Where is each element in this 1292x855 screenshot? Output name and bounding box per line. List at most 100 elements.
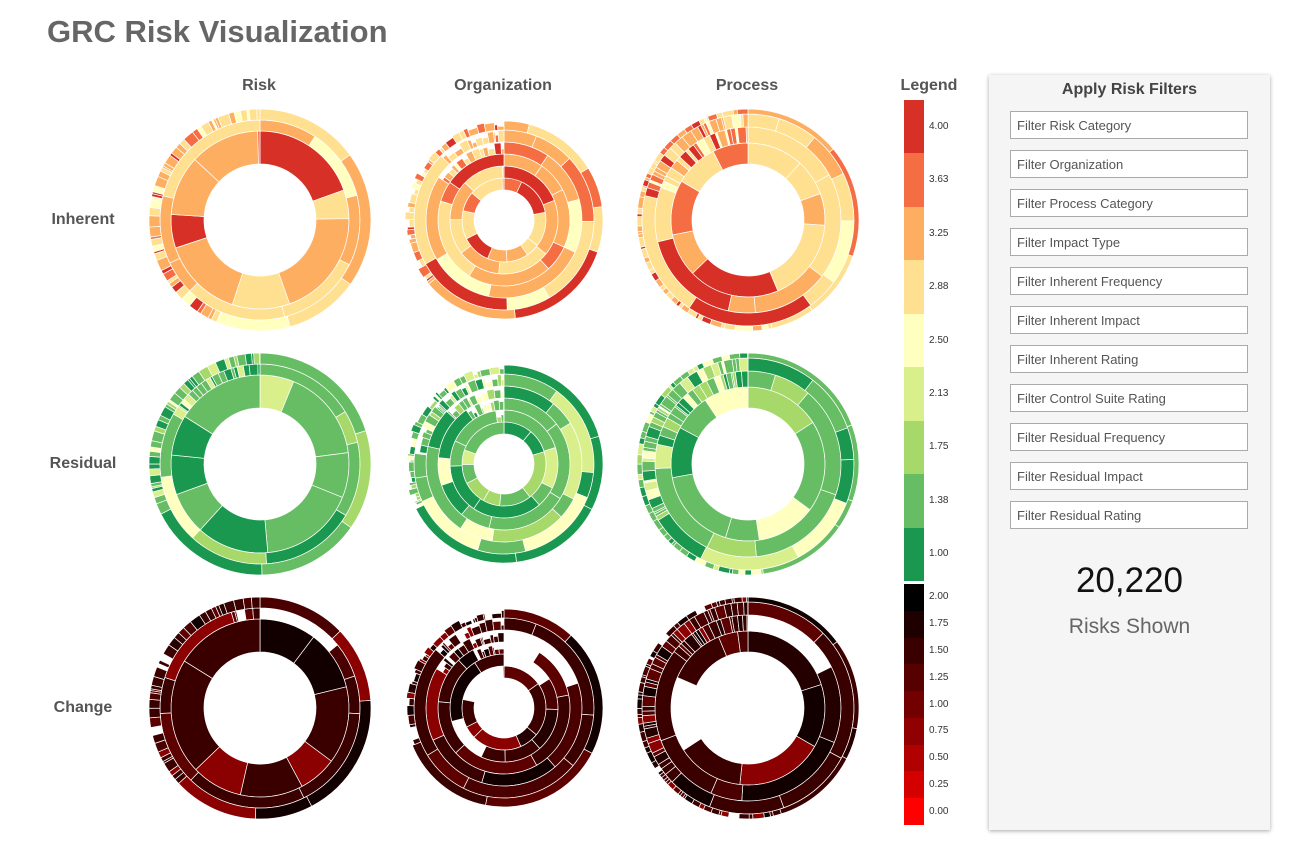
sunburst-segment[interactable] <box>736 126 747 144</box>
sunburst-segment[interactable] <box>149 716 162 728</box>
sunburst-segment[interactable] <box>738 569 746 576</box>
sunburst-segment[interactable] <box>637 716 644 725</box>
sunburst-segment[interactable] <box>734 324 743 332</box>
sunburst-segment[interactable] <box>746 596 749 603</box>
sunburst-segment[interactable] <box>492 620 502 632</box>
sunburst-segment[interactable] <box>256 108 261 121</box>
sunburst-segment[interactable] <box>728 352 741 360</box>
sunburst-segment[interactable] <box>242 596 253 610</box>
sunburst-segment[interactable] <box>148 215 161 228</box>
sunburst-segment[interactable] <box>637 473 644 481</box>
sunburst-segment[interactable] <box>148 698 161 709</box>
sunburst-segment[interactable] <box>408 697 415 707</box>
sunburst-segment[interactable] <box>501 610 505 619</box>
sunburst-segment[interactable] <box>502 665 505 679</box>
sunburst-segment[interactable] <box>641 460 656 472</box>
sunburst-segment[interactable] <box>483 611 493 621</box>
sunburst-segment[interactable] <box>485 381 494 389</box>
sunburst-segment[interactable] <box>742 614 748 632</box>
sunburst-segment[interactable] <box>409 470 416 479</box>
sunburst-segment[interactable] <box>148 225 162 238</box>
sunburst-segment[interactable] <box>148 456 161 465</box>
sunburst-segment[interactable] <box>636 708 643 716</box>
sunburst-segment[interactable] <box>500 391 505 399</box>
sunburst-segment[interactable] <box>499 368 505 375</box>
sunburst-segment[interactable] <box>748 813 754 820</box>
sunburst-segment[interactable] <box>491 612 502 620</box>
sunburst-segment[interactable] <box>148 468 161 477</box>
sunburst-segment[interactable] <box>742 113 749 128</box>
sunburst-segment[interactable] <box>741 325 754 332</box>
filter-residual-rating-input[interactable] <box>1010 501 1248 529</box>
sunburst-segment[interactable] <box>248 108 258 121</box>
sunburst-segment[interactable] <box>741 370 749 388</box>
sunburst-segment[interactable] <box>733 596 743 604</box>
sunburst-segment[interactable] <box>493 142 502 155</box>
sunburst-segment[interactable] <box>482 637 492 646</box>
sunburst-segment[interactable] <box>409 445 416 455</box>
sunburst-segment[interactable] <box>636 216 643 227</box>
sunburst-segment[interactable] <box>636 225 643 233</box>
filter-residual-frequency-input[interactable] <box>1010 423 1248 451</box>
sunburst-segment[interactable] <box>641 705 656 712</box>
filter-residual-impact-input[interactable] <box>1010 462 1248 490</box>
sunburst-segment[interactable] <box>406 705 415 716</box>
sunburst-segment[interactable] <box>148 707 161 719</box>
sunburst-segment[interactable] <box>636 463 643 475</box>
sunburst-inherent-process[interactable] <box>636 108 860 332</box>
sunburst-residual-organization[interactable] <box>393 353 615 575</box>
sunburst-segment[interactable] <box>501 379 505 387</box>
sunburst-segment[interactable] <box>741 596 747 603</box>
sunburst-segment[interactable] <box>257 363 261 376</box>
sunburst-segment[interactable] <box>407 714 416 726</box>
sunburst-segment[interactable] <box>728 811 740 819</box>
sunburst-segment[interactable] <box>636 698 643 709</box>
sunburst-segment[interactable] <box>721 354 731 362</box>
sunburst-segment[interactable] <box>502 166 505 179</box>
sunburst-inherent-risk[interactable] <box>148 108 372 332</box>
sunburst-segment[interactable] <box>250 596 261 609</box>
sunburst-segment[interactable] <box>636 454 643 465</box>
sunburst-segment[interactable] <box>487 148 496 157</box>
sunburst-segment[interactable] <box>637 478 645 489</box>
sunburst-segment[interactable] <box>415 504 517 564</box>
sunburst-segment[interactable] <box>252 607 261 620</box>
sunburst-segment[interactable] <box>731 113 742 129</box>
sunburst-segment[interactable] <box>654 443 674 469</box>
sunburst-residual-process[interactable] <box>636 352 860 576</box>
sunburst-segment[interactable] <box>491 378 499 388</box>
filter-organization-input[interactable] <box>1010 150 1248 178</box>
sunburst-segment[interactable] <box>244 352 253 366</box>
sunburst-segment[interactable] <box>404 211 415 220</box>
filter-inherent-rating-input[interactable] <box>1010 345 1248 373</box>
sunburst-segment[interactable] <box>411 438 418 448</box>
sunburst-segment[interactable] <box>497 125 505 131</box>
sunburst-segment[interactable] <box>500 414 505 423</box>
sunburst-segment[interactable] <box>731 568 740 575</box>
sunburst-segment[interactable] <box>408 461 415 473</box>
sunburst-residual-risk[interactable] <box>148 352 372 576</box>
sunburst-segment[interactable] <box>745 126 749 144</box>
sunburst-segment[interactable] <box>498 648 505 655</box>
sunburst-segment[interactable] <box>743 601 749 616</box>
sunburst-segment[interactable] <box>497 632 505 643</box>
sunburst-segment[interactable] <box>738 357 749 372</box>
sunburst-segment[interactable] <box>410 476 417 483</box>
sunburst-segment[interactable] <box>500 148 505 155</box>
sunburst-segment[interactable] <box>724 597 733 605</box>
sunburst-inherent-organization[interactable] <box>393 109 615 331</box>
sunburst-segment[interactable] <box>763 811 772 819</box>
sunburst-segment[interactable] <box>641 710 656 717</box>
sunburst-segment[interactable] <box>498 401 505 411</box>
sunburst-segment[interactable] <box>489 366 501 376</box>
sunburst-segment[interactable] <box>479 368 491 378</box>
sunburst-segment[interactable] <box>637 723 645 733</box>
sunburst-segment[interactable] <box>500 624 505 631</box>
sunburst-segment[interactable] <box>248 363 259 376</box>
sunburst-segment[interactable] <box>148 463 161 470</box>
sunburst-segment[interactable] <box>493 648 500 656</box>
sunburst-segment[interactable] <box>497 129 505 143</box>
sunburst-segment[interactable] <box>744 569 752 576</box>
filter-inherent-frequency-input[interactable] <box>1010 267 1248 295</box>
sunburst-segment[interactable] <box>408 219 415 228</box>
